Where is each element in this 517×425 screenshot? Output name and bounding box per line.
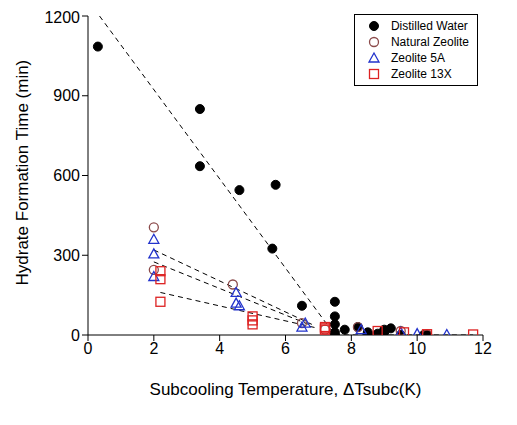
svg-text:Subcooling Temperature, ΔTsubc: Subcooling Temperature, ΔTsubc(K) xyxy=(150,380,422,399)
svg-text:600: 600 xyxy=(53,167,80,184)
svg-text:6: 6 xyxy=(281,340,290,357)
svg-text:10: 10 xyxy=(408,340,426,357)
svg-text:4: 4 xyxy=(215,340,224,357)
svg-text:8: 8 xyxy=(347,340,356,357)
html-text:Natural Zeolite: Natural Zeolite xyxy=(391,35,469,49)
svg-text:900: 900 xyxy=(53,87,80,104)
svg-text:1200: 1200 xyxy=(44,9,80,26)
html-text:Distilled Water: Distilled Water xyxy=(391,19,468,33)
html-text:Zeolite 5A: Zeolite 5A xyxy=(391,51,445,65)
svg-text:300: 300 xyxy=(53,247,80,264)
svg-text:0: 0 xyxy=(84,340,93,357)
svg-text:2: 2 xyxy=(149,340,158,357)
svg-text:0: 0 xyxy=(71,327,80,344)
svg-text:Hydrate Formation Time (min): Hydrate Formation Time (min) xyxy=(13,60,32,286)
svg-text:12: 12 xyxy=(474,340,492,357)
html-text:Zeolite 13X: Zeolite 13X xyxy=(391,67,452,81)
